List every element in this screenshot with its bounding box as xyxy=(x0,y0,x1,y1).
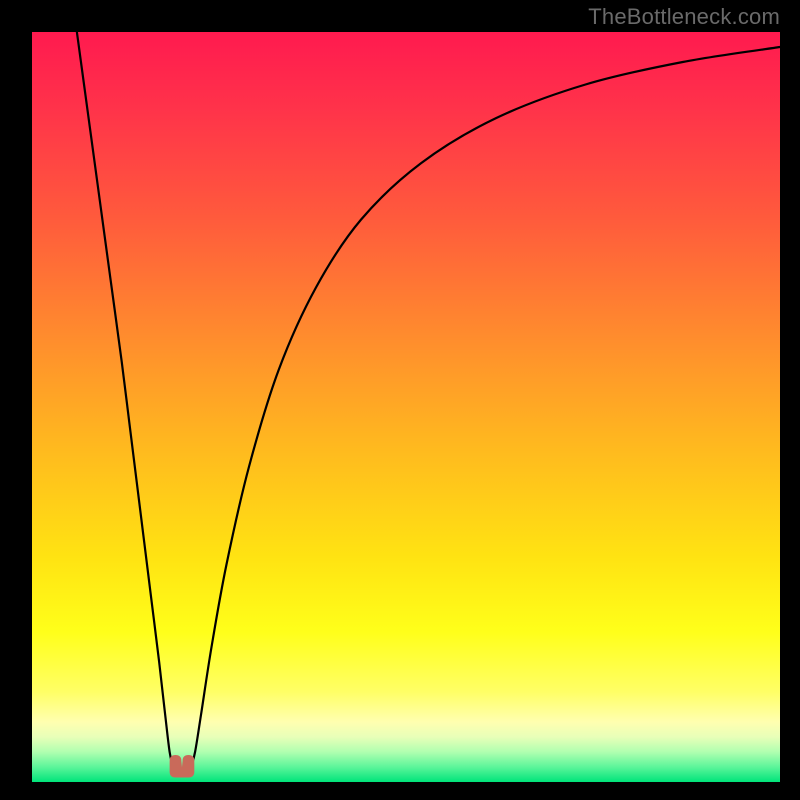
chart-container: TheBottleneck.com xyxy=(0,0,800,800)
bottleneck-curve-chart xyxy=(0,0,800,800)
plot-background xyxy=(32,32,780,782)
watermark-text: TheBottleneck.com xyxy=(588,4,780,30)
